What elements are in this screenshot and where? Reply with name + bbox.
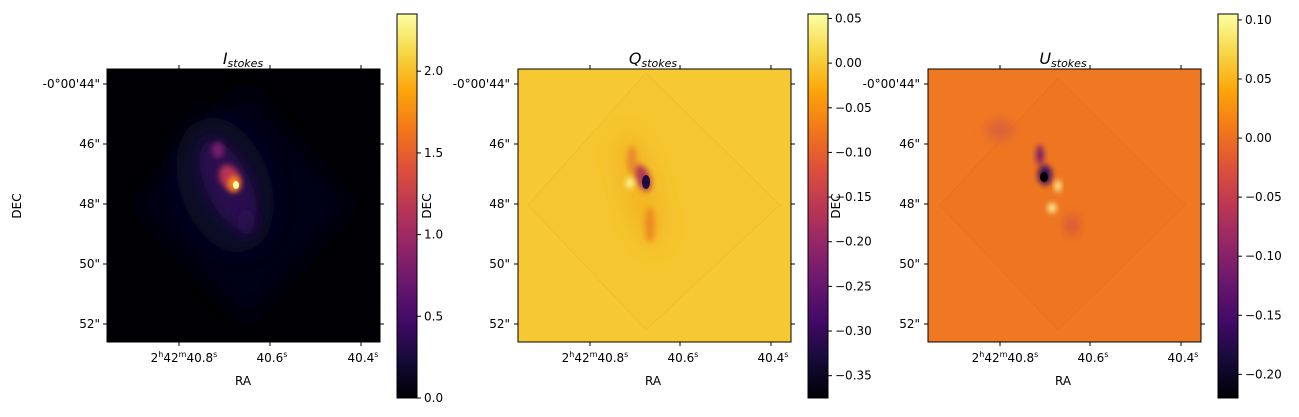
y-tick-labels: -0°00'44" 46" 48" 50" 52" bbox=[863, 77, 920, 331]
y-tick-label: -0°00'44" bbox=[863, 77, 920, 91]
x-tick-label: 40.6s bbox=[257, 350, 288, 365]
y-tick-label: 52" bbox=[489, 317, 510, 331]
colorbar-tick-label: −0.20 bbox=[1245, 367, 1282, 381]
colorbar-tick-label: 0.05 bbox=[1245, 72, 1272, 86]
y-tick-labels: -0°00'44" 46" 48" 50" 52" bbox=[43, 77, 100, 331]
y-tick-label: 50" bbox=[489, 257, 510, 271]
colorbar-tick-label: 0.00 bbox=[1245, 131, 1272, 145]
x-tick-labels: 2h42m40.8s 40.6s 40.4s bbox=[972, 350, 1199, 365]
y-tick-labels: -0°00'44" 46" 48" 50" 52" bbox=[453, 77, 510, 331]
colorbar-tick-label: 0.00 bbox=[835, 56, 862, 70]
y-tick-label: 52" bbox=[79, 317, 100, 331]
title: Qstokes bbox=[629, 49, 678, 70]
x-tick-label: 40.6s bbox=[668, 350, 699, 365]
colorbar: 0.05 0.00 −0.05 −0.10 −0.15 −0.20 −0.25 −0.30 −0… bbox=[807, 11, 872, 399]
heatmap-image bbox=[928, 69, 1201, 342]
colorbar-tick-label: −0.25 bbox=[835, 279, 872, 293]
y-tick-label: 48" bbox=[899, 197, 920, 211]
x-tick-label: 2h42m40.8s bbox=[972, 350, 1039, 365]
x-tick-label: 40.4s bbox=[1168, 350, 1199, 365]
svg-text:Ustokes: Ustokes bbox=[1039, 49, 1087, 70]
plot-frame bbox=[927, 68, 1202, 343]
colorbar-tick-label: −0.05 bbox=[1245, 190, 1282, 204]
colorbar-tick-label: 0.0 bbox=[424, 391, 443, 405]
svg-text:Istokes: Istokes bbox=[223, 49, 264, 70]
y-tick-label: 46" bbox=[489, 137, 510, 151]
colorbar: 0.10 0.05 0.00 −0.05 −0.10 −0.15 −0.20 bbox=[1217, 13, 1282, 399]
y-tick-label: -0°00'44" bbox=[43, 77, 100, 91]
y-tick-label: 50" bbox=[79, 257, 100, 271]
colorbar-tick-label: −0.05 bbox=[835, 101, 872, 115]
y-tick-marks bbox=[103, 83, 384, 325]
colorbar-tick-label: 0.10 bbox=[1245, 13, 1272, 27]
colorbar-tick-label: −0.15 bbox=[835, 190, 872, 204]
colorbar-tick-label: −0.10 bbox=[1245, 249, 1282, 263]
colorbar-gradient bbox=[807, 13, 829, 399]
x-tick-labels: 2h42m40.8s 40.6s 40.4s bbox=[151, 350, 379, 365]
plot-frame bbox=[517, 68, 792, 343]
y-tick-marks bbox=[924, 83, 1205, 325]
y-tick-label: -0°00'44" bbox=[453, 77, 510, 91]
colorbar-tick-label: 2.0 bbox=[424, 64, 443, 78]
x-tick-label: 2h42m40.8s bbox=[151, 350, 218, 365]
y-tick-label: 46" bbox=[899, 137, 920, 151]
x-tick-label: 40.4s bbox=[348, 350, 379, 365]
x-tick-label: 2h42m40.8s bbox=[562, 350, 629, 365]
y-tick-label: 50" bbox=[899, 257, 920, 271]
title: Istokes bbox=[223, 49, 264, 70]
y-tick-label: 52" bbox=[899, 317, 920, 331]
colorbar-tick-label: −0.10 bbox=[835, 145, 872, 159]
colorbar: 0.0 0.5 1.0 1.5 2.0 bbox=[396, 13, 443, 405]
colorbar-tick-label: −0.30 bbox=[835, 324, 872, 338]
colorbar-tick-label: 0.5 bbox=[424, 309, 443, 323]
y-axis-label: DEC bbox=[10, 193, 24, 218]
colorbar-tick-label: 1.5 bbox=[424, 146, 443, 160]
x-tick-marks bbox=[178, 65, 362, 346]
colorbar-tick-label: 0.05 bbox=[835, 11, 862, 25]
heatmap-image bbox=[107, 69, 380, 342]
x-axis-label: RA bbox=[1055, 374, 1072, 388]
colorbar-tick-label: −0.20 bbox=[835, 235, 872, 249]
colorbar-gradient bbox=[1217, 13, 1239, 399]
colorbar-tick-label: 1.0 bbox=[424, 228, 443, 242]
colorbar-tick-label: −0.15 bbox=[1245, 308, 1282, 322]
y-axis-label: DEC bbox=[829, 193, 843, 218]
x-tick-marks bbox=[589, 65, 772, 346]
panel-stokes-q: Qstokes -0°00'44" 46" 48" 50" 52" 2h42m4… bbox=[420, 11, 872, 399]
x-axis-label: RA bbox=[235, 374, 252, 388]
plot-frame bbox=[106, 68, 381, 343]
colorbar-gradient bbox=[396, 13, 418, 399]
y-axis-label: DEC bbox=[420, 193, 434, 218]
x-tick-label: 40.6s bbox=[1078, 350, 1109, 365]
x-tick-labels: 2h42m40.8s 40.6s 40.4s bbox=[562, 350, 789, 365]
panel-stokes-u: Ustokes -0°00'44" 46" 48" 50" 52" 2h42m4… bbox=[829, 13, 1282, 399]
y-tick-label: 48" bbox=[79, 197, 100, 211]
y-tick-label: 48" bbox=[489, 197, 510, 211]
y-tick-marks bbox=[514, 83, 795, 325]
y-tick-label: 46" bbox=[79, 137, 100, 151]
svg-text:Qstokes: Qstokes bbox=[629, 49, 678, 70]
colorbar-tick-label: −0.35 bbox=[835, 369, 872, 383]
panel-stokes-i: Istokes -0°00'44" 46" 48" 50" 52" 2h42m4… bbox=[10, 13, 443, 405]
x-tick-marks bbox=[999, 65, 1182, 346]
x-tick-label: 40.4s bbox=[758, 350, 789, 365]
title: Ustokes bbox=[1039, 49, 1087, 70]
heatmap-image bbox=[518, 69, 791, 342]
x-axis-label: RA bbox=[645, 374, 662, 388]
